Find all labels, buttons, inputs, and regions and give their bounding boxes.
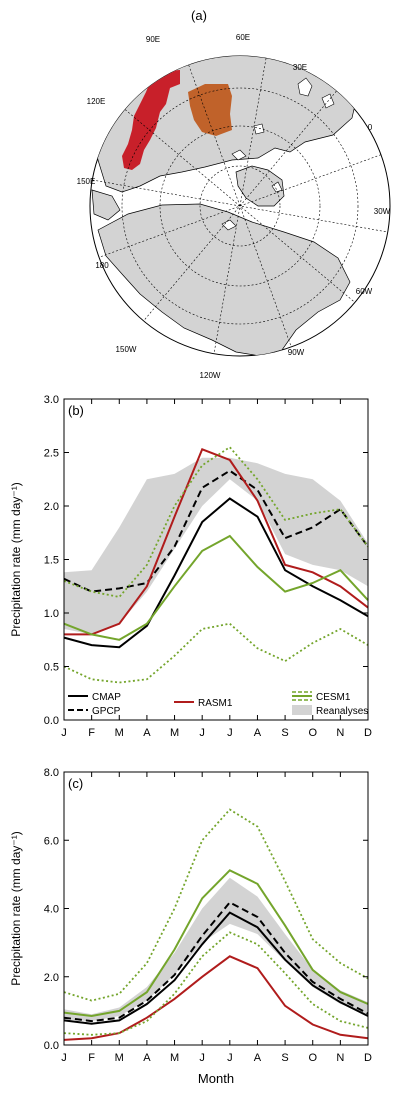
latitude-circle <box>159 125 321 287</box>
polar-map-panel: (a) <box>77 8 391 380</box>
legend-swatch-reanalyses <box>292 705 312 715</box>
legend-label: CESM1 <box>316 692 351 703</box>
meridian-line <box>98 154 382 258</box>
x-tick-label: J <box>61 1052 67 1064</box>
alaska-land <box>91 189 121 221</box>
meridian-label: 120W <box>200 371 221 380</box>
series-line-rasm1 <box>64 448 369 636</box>
series-line-gpcp <box>63 469 369 593</box>
x-tick-label: N <box>336 727 344 739</box>
x-tick-label: A <box>143 1052 151 1064</box>
series-line-cmap <box>63 911 369 1025</box>
y-tick-label: 8.0 <box>44 767 59 779</box>
meridian-label: 30W <box>374 207 391 216</box>
meridian-label: 0 <box>368 123 373 132</box>
series-line-rasm1 <box>63 955 369 1041</box>
arctic-islands <box>221 123 283 231</box>
legend-label: RASM1 <box>198 698 233 709</box>
meridian-label: 150E <box>77 177 96 186</box>
series-line-cesm1-range-5 <box>63 931 369 1036</box>
y-tick-label: 0.0 <box>44 715 59 727</box>
x-tick-label: F <box>88 1052 95 1064</box>
north-america-land <box>97 203 351 356</box>
x-tick-label: D <box>364 1052 372 1064</box>
y-tick-label: 3.0 <box>44 394 59 406</box>
meridian-label: 60W <box>356 287 373 296</box>
meridian-label: 120E <box>87 97 106 106</box>
y-tick-label: 2.0 <box>44 501 59 513</box>
meridian-label: 180 <box>95 261 109 270</box>
x-tick-label: A <box>254 1052 262 1064</box>
x-tick-label: J <box>227 1052 233 1064</box>
reanalyses-band <box>64 457 368 635</box>
chart-panel-c: 0.0 2.0 4.0 6.0 8.0 J F M A M J J A S O N D (c) Precipitat… <box>9 767 372 1086</box>
y-axis-label: Precipitation rate (mm day⁻¹) <box>9 831 23 985</box>
x-tick-label: J <box>199 1052 205 1064</box>
y-tick-label: 1.5 <box>44 555 59 567</box>
legend-label: CMAP <box>92 692 121 703</box>
latitude-circle <box>121 87 359 325</box>
y-tick-label: 0.0 <box>44 1040 59 1052</box>
y-tick-label: 1.0 <box>44 608 59 620</box>
y-tick-label: 2.5 <box>44 448 59 460</box>
series-line-cesm1-range-5 <box>63 622 369 684</box>
x-tick-label: F <box>88 727 95 739</box>
reanalyses-band <box>64 877 368 1022</box>
legend: CMAP GPCP RASM1 CESM1 Reanalyses <box>68 691 368 717</box>
x-tick-label: A <box>254 727 262 739</box>
y-axis-label: Precipitation rate (mm day⁻¹) <box>9 482 23 636</box>
y-tick-label: 2.0 <box>44 972 59 984</box>
x-tick-label: M <box>115 727 124 739</box>
series-line-cesm1 <box>63 869 369 1018</box>
x-axis-label: Month <box>198 1071 234 1086</box>
x-tick-label: J <box>227 727 233 739</box>
x-tick-label: M <box>115 1052 124 1064</box>
x-tick-label: O <box>308 727 317 739</box>
meridian-label: 60E <box>236 33 250 42</box>
y-tick-label: 4.0 <box>44 904 59 916</box>
series-line-cesm1 <box>63 534 369 641</box>
legend-label: Reanalyses <box>316 706 368 717</box>
region-west <box>122 70 180 170</box>
y-tick-label: 0.5 <box>44 662 59 674</box>
meridian-label: 30E <box>293 63 307 72</box>
map-gridlines <box>92 58 388 354</box>
latitude-circle <box>199 165 281 247</box>
x-tick-label: N <box>336 1052 344 1064</box>
x-tick-label: M <box>170 727 179 739</box>
meridian-label: 150W <box>116 345 137 354</box>
panel-label: (b) <box>68 403 84 418</box>
series-line-cesm1-range-4 <box>63 446 369 598</box>
x-tick-label: J <box>61 727 67 739</box>
series-line-cmap <box>63 497 369 649</box>
x-tick-label: S <box>281 1052 288 1064</box>
x-tick-label: M <box>170 1052 179 1064</box>
meridian-lines <box>92 58 388 354</box>
x-tick-label: J <box>199 727 205 739</box>
region-east <box>188 84 232 136</box>
meridian-label: 90E <box>146 35 160 44</box>
panel-a-label: (a) <box>191 8 207 23</box>
y-tick-label: 6.0 <box>44 835 59 847</box>
x-tick-label: A <box>143 727 151 739</box>
meridian-label: 90W <box>288 348 305 357</box>
panel-label: (c) <box>68 776 83 791</box>
legend-label: GPCP <box>92 706 121 717</box>
meridian-line <box>143 90 337 322</box>
x-tick-label: D <box>364 727 372 739</box>
map-landmasses <box>91 56 388 356</box>
chart-panel-b: 0.0 0.5 1.0 1.5 2.0 2.5 3.0 J F M A M J J A S O N D (b) Prec… <box>9 394 372 739</box>
x-tick-label: S <box>281 727 288 739</box>
x-tick-label: O <box>308 1052 317 1064</box>
meridian-labels: 90E 60E 30E 0 120E 150E 30W 180 60W 150W 90W 120W <box>77 33 391 380</box>
